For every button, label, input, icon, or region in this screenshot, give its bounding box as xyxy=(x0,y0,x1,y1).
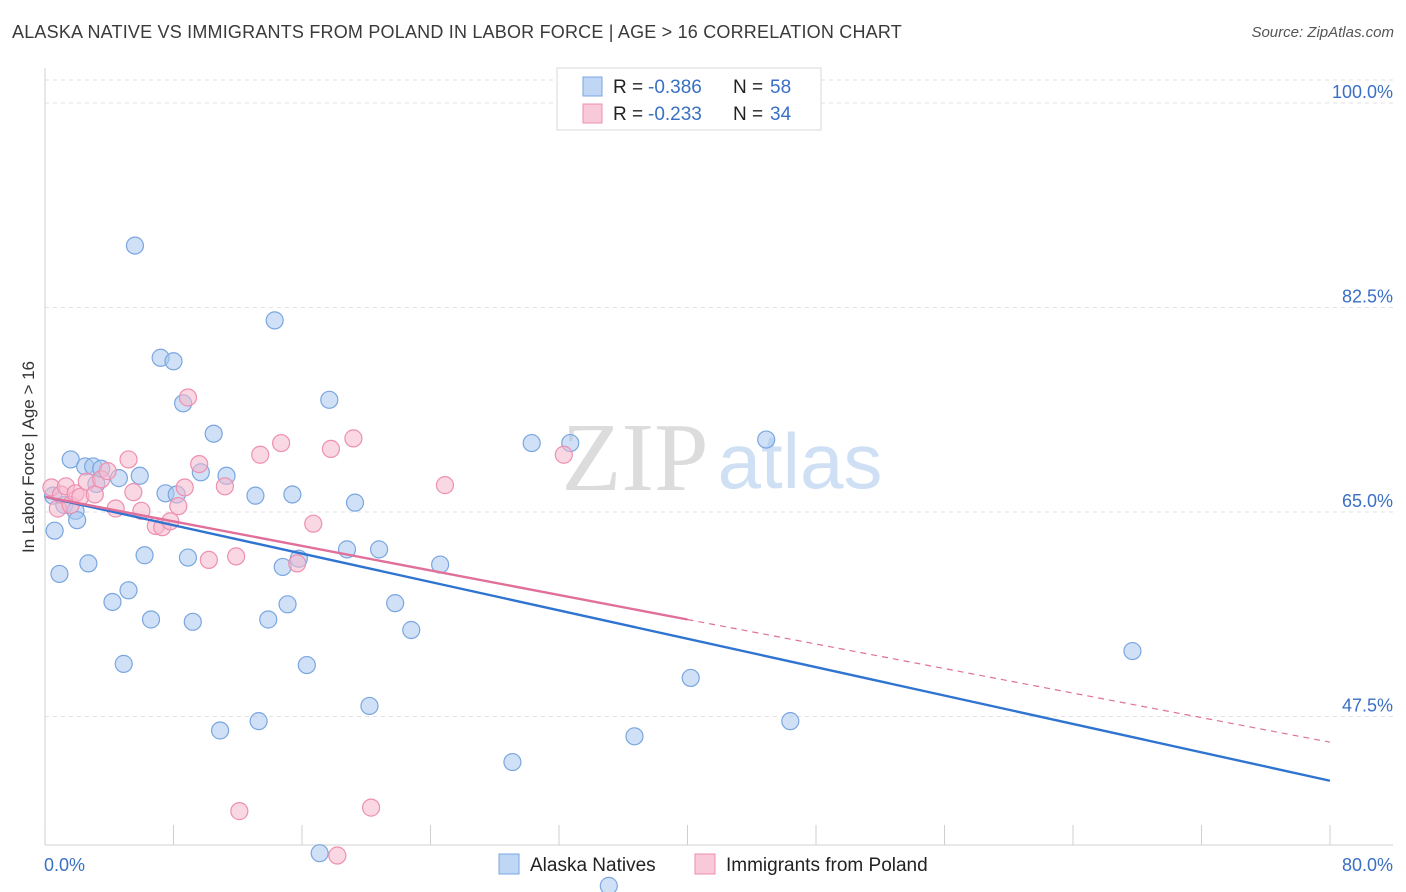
alaska-native-point xyxy=(278,595,297,614)
poland-immigrant-point xyxy=(169,497,188,516)
stats-legend-r-label: R = xyxy=(613,104,643,125)
poland-immigrant-point xyxy=(344,429,363,448)
stats-legend-swatch xyxy=(582,76,603,97)
poland-immigrant-point xyxy=(85,485,104,504)
series-legend-label: Immigrants from Poland xyxy=(726,855,928,876)
x-tick-label-min: 0.0% xyxy=(44,855,85,875)
alaska-native-point xyxy=(130,466,149,485)
alaska-native-point xyxy=(265,311,284,330)
poland-immigrant-point xyxy=(321,439,341,459)
alaska-native-point xyxy=(297,655,316,675)
alaska-native-point xyxy=(681,668,700,688)
stats-legend-swatch xyxy=(582,103,603,124)
y-tick-label: 65.0% xyxy=(1342,491,1393,511)
alaska-native-point xyxy=(45,521,64,540)
poland-immigrant-point xyxy=(230,802,249,821)
alaska-native-point xyxy=(50,564,69,584)
stats-legend-n-value: 34 xyxy=(770,104,792,125)
alaska-native-point xyxy=(370,540,389,559)
poland-immigrant-point xyxy=(199,550,218,570)
alaska-native-point xyxy=(183,612,202,631)
data-points xyxy=(42,236,1142,892)
alaska-native-point xyxy=(503,752,522,772)
alaska-native-point xyxy=(283,485,302,504)
alaska-native-point xyxy=(68,511,87,530)
poland-immigrant-trend xyxy=(44,495,688,621)
axes xyxy=(44,68,1393,846)
series-legend-swatch xyxy=(694,853,716,875)
y-tick-label: 100.0% xyxy=(1332,82,1393,102)
alaska-native-point xyxy=(204,424,223,443)
stats-legend-n-label: N = xyxy=(733,104,763,125)
trend-lines xyxy=(44,495,1331,782)
alaska-native-point xyxy=(757,430,776,449)
stats-legend-n-label: N = xyxy=(733,77,763,98)
gridlines xyxy=(45,79,1393,717)
poland-immigrant-point xyxy=(328,846,347,865)
alaska-native-point xyxy=(781,712,800,731)
poland-immigrant-point xyxy=(119,450,138,469)
poland-immigrant-point xyxy=(272,433,291,453)
x-tick-label-max: 80.0% xyxy=(1342,855,1393,875)
alaska-native-point xyxy=(345,493,365,512)
series-legend-swatch xyxy=(498,853,520,875)
chart-title: ALASKA NATIVE VS IMMIGRANTS FROM POLAND … xyxy=(12,22,902,42)
series-legend: Alaska Natives Immigrants from Poland xyxy=(498,853,928,876)
alaska-native-point xyxy=(210,721,230,740)
alaska-native-point xyxy=(310,844,329,863)
alaska-native-point xyxy=(402,620,421,640)
alaska-native-point xyxy=(114,654,133,673)
stats-legend-r-value: -0.233 xyxy=(648,104,702,125)
poland-immigrant-point xyxy=(98,462,117,481)
poland-immigrant-point xyxy=(435,476,455,495)
stats-legend: R = -0.386 N = 58 R = -0.233 N = 34 xyxy=(556,67,822,131)
alaska-native-point xyxy=(625,727,644,746)
alaska-native-point xyxy=(103,592,122,612)
watermark: ZIP atlas xyxy=(562,404,883,512)
alaska-native-point xyxy=(259,610,278,629)
alaska-native-point xyxy=(178,548,198,567)
alaska-native-point xyxy=(61,450,80,469)
poland-immigrant-point xyxy=(124,483,143,502)
series-legend-label: Alaska Natives xyxy=(530,855,656,876)
alaska-native-point xyxy=(522,433,541,453)
alaska-native-point xyxy=(599,876,618,892)
y-tick-label: 82.5% xyxy=(1342,287,1393,307)
poland-immigrant-point xyxy=(251,445,270,464)
alaska-native-point xyxy=(249,712,268,731)
poland-immigrant-point xyxy=(554,445,573,464)
y-axis-label: In Labor Force | Age > 16 xyxy=(19,361,38,553)
stats-legend-r-label: R = xyxy=(613,77,643,98)
alaska-native-point xyxy=(125,236,145,255)
poland-immigrant-point xyxy=(288,554,307,573)
poland-immigrant-point xyxy=(190,454,209,474)
poland-immigrant-point xyxy=(304,514,323,533)
poland-immigrant-point xyxy=(361,798,381,817)
alaska-native-point xyxy=(360,696,379,716)
alaska-native-point xyxy=(79,554,98,573)
x-tick-labels: 0.0% 80.0% xyxy=(44,855,1393,875)
poland-immigrant-point xyxy=(227,547,246,566)
stats-legend-n-value: 58 xyxy=(770,77,791,98)
stats-legend-r-value: -0.386 xyxy=(648,77,702,98)
poland-immigrant-point xyxy=(215,477,234,496)
alaska-native-point xyxy=(141,610,161,629)
poland-immigrant-point xyxy=(175,478,194,497)
alaska-native-point xyxy=(1123,641,1142,661)
alaska-native-point xyxy=(164,352,183,371)
alaska-native-trend xyxy=(44,495,1331,782)
y-tick-labels: 100.0% 82.5% 65.0% 47.5% xyxy=(1332,82,1393,715)
watermark-atlas: atlas xyxy=(718,417,883,505)
watermark-zip: ZIP xyxy=(562,404,709,512)
source-credit: Source: ZipAtlas.com xyxy=(1251,24,1394,41)
poland-immigrant-point xyxy=(178,388,198,407)
alaska-native-point xyxy=(119,581,138,600)
alaska-native-point xyxy=(320,390,339,409)
alaska-native-point xyxy=(246,486,265,505)
alaska-native-point xyxy=(386,594,405,613)
y-tick-label: 47.5% xyxy=(1342,695,1393,715)
alaska-native-point xyxy=(135,546,154,565)
